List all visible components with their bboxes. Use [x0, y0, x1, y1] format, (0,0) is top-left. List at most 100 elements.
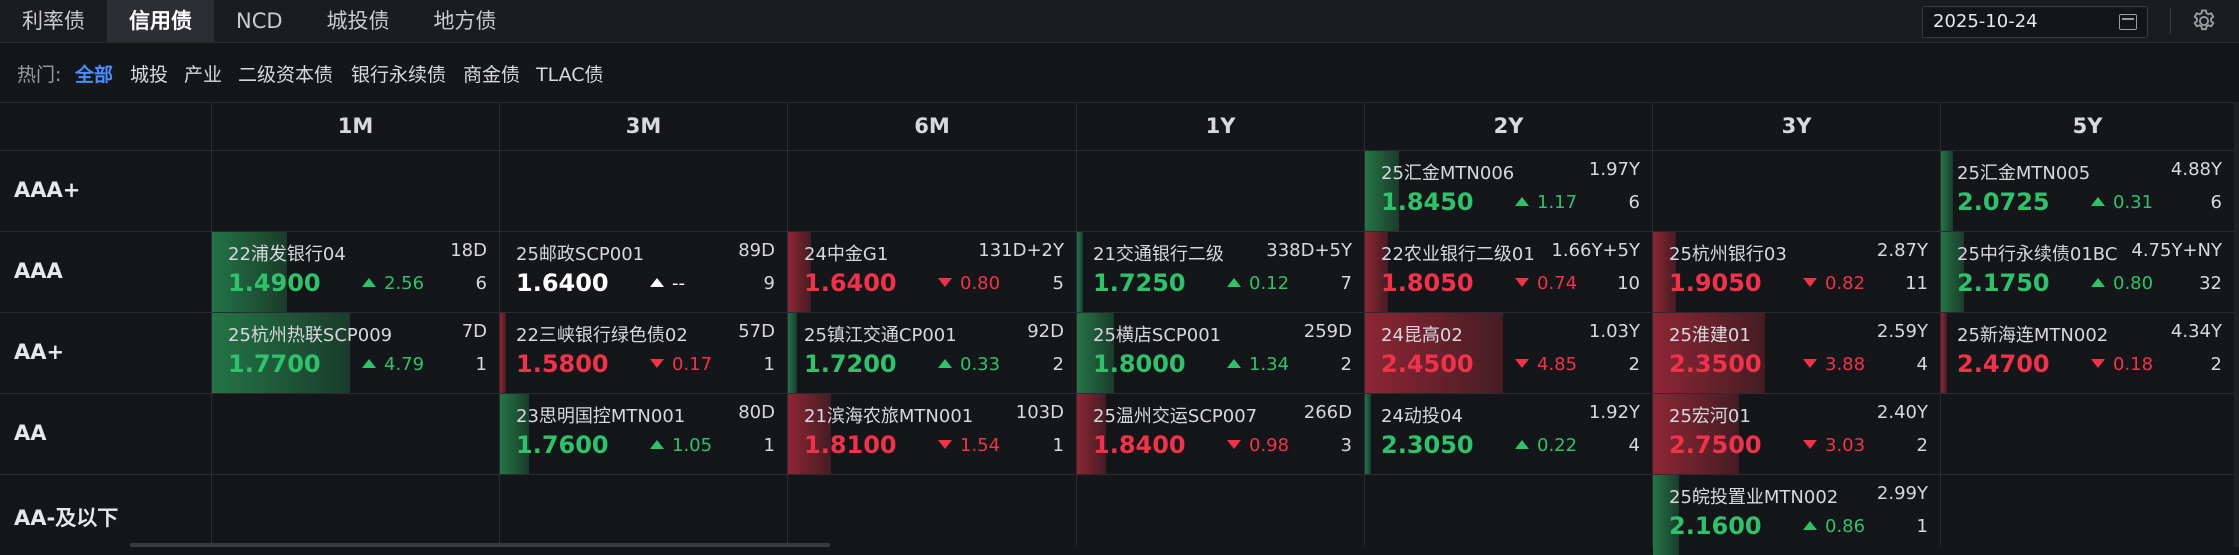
bond-change-value: 3.88: [1825, 354, 1866, 375]
column-header-3y[interactable]: 3Y: [1781, 114, 1812, 138]
bond-count: 6: [1628, 192, 1640, 213]
hot-item-tlac[interactable]: TLAC债: [536, 64, 604, 86]
calendar-icon[interactable]: [2119, 14, 2137, 30]
gear-icon[interactable]: [2190, 7, 2218, 35]
bond-cell[interactable]: 25杭州银行03 2.87Y 1.9050 0.82 11: [1653, 232, 1940, 312]
bond-cell[interactable]: 25皖投置业MTN002 2.99Y 2.1600 0.86 1: [1653, 475, 1940, 555]
bond-count: 7: [1340, 273, 1352, 294]
bond-cell[interactable]: 22农业银行二级01 1.66Y+5Y 1.8050 0.74 10: [1365, 232, 1652, 312]
bond-change-value: 1.05: [672, 435, 713, 456]
bond-change: 0.12: [1227, 273, 1289, 294]
hot-item-bank-perpetual[interactable]: 银行永续债: [351, 64, 447, 86]
bond-name: 25新海连MTN002: [1957, 325, 2109, 346]
bond-yield: 1.8400: [1093, 431, 1186, 459]
bond-cell[interactable]: 24中金G1 131D+2Y 1.6400 0.80 5: [788, 232, 1076, 312]
bond-term: 1.66Y+5Y: [1551, 240, 1640, 261]
bond-yield: 1.8000: [1093, 350, 1186, 378]
intensity-bar: [1941, 313, 1947, 393]
bond-change: --: [650, 273, 685, 294]
date-picker[interactable]: 2025-10-24: [1922, 6, 2148, 38]
bond-change-value: 1.34: [1249, 354, 1290, 375]
date-value: 2025-10-24: [1933, 11, 2038, 32]
bond-name: 25横店SCP001: [1093, 325, 1222, 346]
column-header-5y[interactable]: 5Y: [2072, 114, 2103, 138]
bond-cell[interactable]: 25邮政SCP001 89D 1.6400 -- 9: [500, 232, 787, 312]
bond-cell[interactable]: 25淮建01 2.59Y 2.3500 3.88 4: [1653, 313, 1940, 393]
bond-cell[interactable]: 22浦发银行04 18D 1.4900 2.56 6: [212, 232, 499, 312]
bond-change: 0.17: [650, 354, 712, 375]
bond-yield: 2.1600: [1669, 512, 1762, 540]
bond-cell[interactable]: 21滨海农旅MTN001 103D 1.8100 1.54 1: [788, 394, 1076, 474]
bond-term: 131D+2Y: [978, 240, 1064, 261]
down-arrow-icon: [938, 440, 952, 449]
bond-yield: 1.7200: [804, 350, 897, 378]
bond-change-value: 0.33: [960, 354, 1001, 375]
grid-line: [211, 102, 212, 547]
hot-filter-row: 热门: 全部 城投 产业 二级资本债 银行永续债 商金债 TLAC债: [0, 43, 2239, 100]
hot-item-tier2-capital[interactable]: 二级资本债: [238, 64, 334, 86]
bond-cell[interactable]: 24昆高02 1.03Y 2.4500 4.85 2: [1365, 313, 1652, 393]
tab-rate-bond[interactable]: 利率债: [22, 9, 85, 33]
divider: [2170, 8, 2171, 34]
bond-cell[interactable]: 22三峡银行绿色债02 57D 1.5800 0.17 1: [500, 313, 787, 393]
bond-yield: 1.6400: [516, 269, 609, 297]
column-header-2y[interactable]: 2Y: [1493, 114, 1524, 138]
tab-ncd[interactable]: NCD: [236, 9, 283, 33]
grid-line: [0, 102, 2239, 103]
bond-cell[interactable]: 24动投04 1.92Y 2.3050 0.22 4: [1365, 394, 1652, 474]
down-arrow-icon: [1515, 359, 1529, 368]
bond-cell[interactable]: 25中行永续债01BC 4.75Y+NY 2.1750 0.80 32: [1941, 232, 2234, 312]
bond-cell[interactable]: 25温州交运SCP007 266D 1.8400 0.98 3: [1077, 394, 1364, 474]
bond-change: 0.82: [1803, 273, 1865, 294]
bond-cell[interactable]: 23思明国控MTN001 80D 1.7600 1.05 1: [500, 394, 787, 474]
bond-yield: 1.7600: [516, 431, 609, 459]
hot-item-chengtou[interactable]: 城投: [130, 64, 169, 86]
up-arrow-icon: [1515, 197, 1529, 206]
bond-name: 25汇金MTN006: [1381, 163, 1515, 184]
column-header-6m[interactable]: 6M: [914, 114, 950, 138]
hot-item-commercial-finance[interactable]: 商金债: [463, 64, 521, 86]
bond-count: 1: [1916, 516, 1928, 537]
bond-cell[interactable]: 25宏河01 2.40Y 2.7500 3.03 2: [1653, 394, 1940, 474]
intensity-bar: [1077, 313, 1114, 393]
intensity-bar: [1653, 232, 1676, 312]
bond-yield: 1.7250: [1093, 269, 1186, 297]
bond-yield: 2.1750: [1957, 269, 2050, 297]
bond-name: 24中金G1: [804, 244, 889, 265]
bond-cell[interactable]: 25镇江交通CP001 92D 1.7200 0.33 2: [788, 313, 1076, 393]
tab-chengtou-bond[interactable]: 城投债: [326, 9, 390, 33]
down-arrow-icon: [1803, 278, 1817, 287]
bond-count: 11: [1905, 273, 1928, 294]
bond-cell[interactable]: 21交通银行二级 338D+5Y 1.7250 0.12 7: [1077, 232, 1364, 312]
bond-change: 2.56: [362, 273, 424, 294]
hot-item-industry[interactable]: 产业: [184, 64, 223, 86]
up-arrow-icon: [362, 278, 376, 287]
bond-cell[interactable]: 25汇金MTN005 4.88Y 2.0725 0.31 6: [1941, 151, 2234, 231]
grid-line: [499, 102, 500, 547]
column-header-3m[interactable]: 3M: [625, 114, 662, 138]
column-header-1m[interactable]: 1M: [337, 114, 374, 138]
row-header-aaa: AAA: [14, 259, 63, 283]
bond-count: 32: [2199, 273, 2222, 294]
hot-item-all[interactable]: 全部: [75, 64, 114, 86]
bond-cell[interactable]: 25杭州热联SCP009 7D 1.7700 4.79 1: [212, 313, 499, 393]
bond-change-value: 0.80: [960, 273, 1001, 294]
column-header-1y[interactable]: 1Y: [1205, 114, 1236, 138]
bond-count: 1: [1052, 435, 1064, 456]
bond-change: 0.80: [2091, 273, 2153, 294]
bond-yield: 1.5800: [516, 350, 609, 378]
grid-line: [0, 312, 2239, 313]
horizontal-scrollbar[interactable]: [130, 543, 830, 547]
bond-count: 2: [1052, 354, 1064, 375]
bond-yield: 2.0725: [1957, 188, 2050, 216]
vertical-scrollbar[interactable]: [2234, 102, 2239, 547]
intensity-bar: [212, 232, 287, 312]
bond-name: 25镇江交通CP001: [804, 325, 957, 346]
bond-change: 1.05: [650, 435, 712, 456]
tab-credit-bond[interactable]: 信用债: [107, 0, 214, 42]
bond-cell[interactable]: 25新海连MTN002 4.34Y 2.4700 0.18 2: [1941, 313, 2234, 393]
intensity-bar: [1077, 232, 1083, 312]
tab-local-gov-bond[interactable]: 地方债: [433, 9, 497, 33]
bond-cell[interactable]: 25横店SCP001 259D 1.8000 1.34 2: [1077, 313, 1364, 393]
bond-cell[interactable]: 25汇金MTN006 1.97Y 1.8450 1.17 6: [1365, 151, 1652, 231]
